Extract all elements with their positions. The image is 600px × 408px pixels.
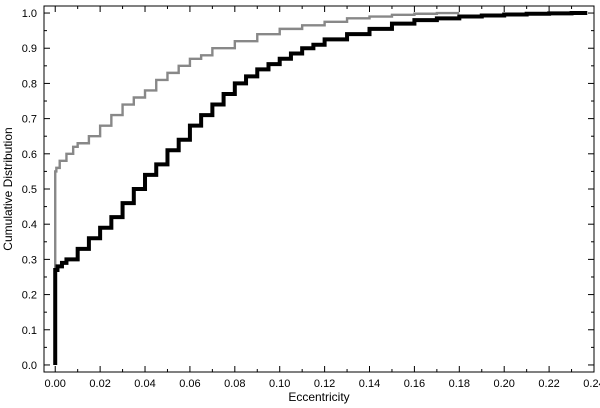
x-tick-label: 0.16: [404, 378, 425, 390]
y-tick-label: 1.0: [22, 8, 37, 20]
y-tick-label: 0.0: [22, 360, 37, 372]
x-tick-label: 0.10: [269, 378, 290, 390]
y-tick-label: 0.4: [22, 219, 37, 231]
x-tick-label: 0.14: [359, 378, 380, 390]
x-tick-label: 0.00: [45, 378, 66, 390]
y-tick-label: 0.6: [22, 149, 37, 161]
y-tick-label: 0.7: [22, 114, 37, 126]
plot-frame: [43, 5, 595, 373]
x-tick-label: 0.04: [134, 378, 155, 390]
y-axis-title: Cumulative Distribution: [1, 127, 15, 250]
series-line-1: [54, 11, 460, 365]
series-line-2: [53, 11, 588, 365]
y-tick-label: 0.9: [22, 43, 37, 55]
x-axis-title: Eccentricity: [288, 390, 349, 404]
x-tick-label: 0.20: [493, 378, 514, 390]
x-tick-label: 0.12: [314, 378, 335, 390]
x-tick-label: 0.06: [179, 378, 200, 390]
x-tick-label: 0.02: [89, 378, 110, 390]
y-tick-label: 0.2: [22, 290, 37, 302]
x-tick-label: 0.18: [449, 378, 470, 390]
series-layer: [53, 11, 588, 365]
x-tick-label: 0.08: [224, 378, 245, 390]
y-tick-label: 0.3: [22, 254, 37, 266]
y-axis-ticks: 0.0 0.1 0.2 0.3 0.4 0.5 0.6 0.7 0.8 0.9 1.0: [22, 8, 594, 372]
y-tick-label: 0.8: [22, 78, 37, 90]
x-axis-ticks: 0.00 0.02 0.04 0.06 0.08 0.10 0.12 0.14 0.16 0.18…: [45, 6, 600, 390]
x-tick-label: 0.24: [583, 378, 600, 390]
x-tick-label: 0.22: [538, 378, 559, 390]
y-tick-label: 0.5: [22, 184, 37, 196]
y-tick-label: 0.1: [22, 325, 37, 337]
